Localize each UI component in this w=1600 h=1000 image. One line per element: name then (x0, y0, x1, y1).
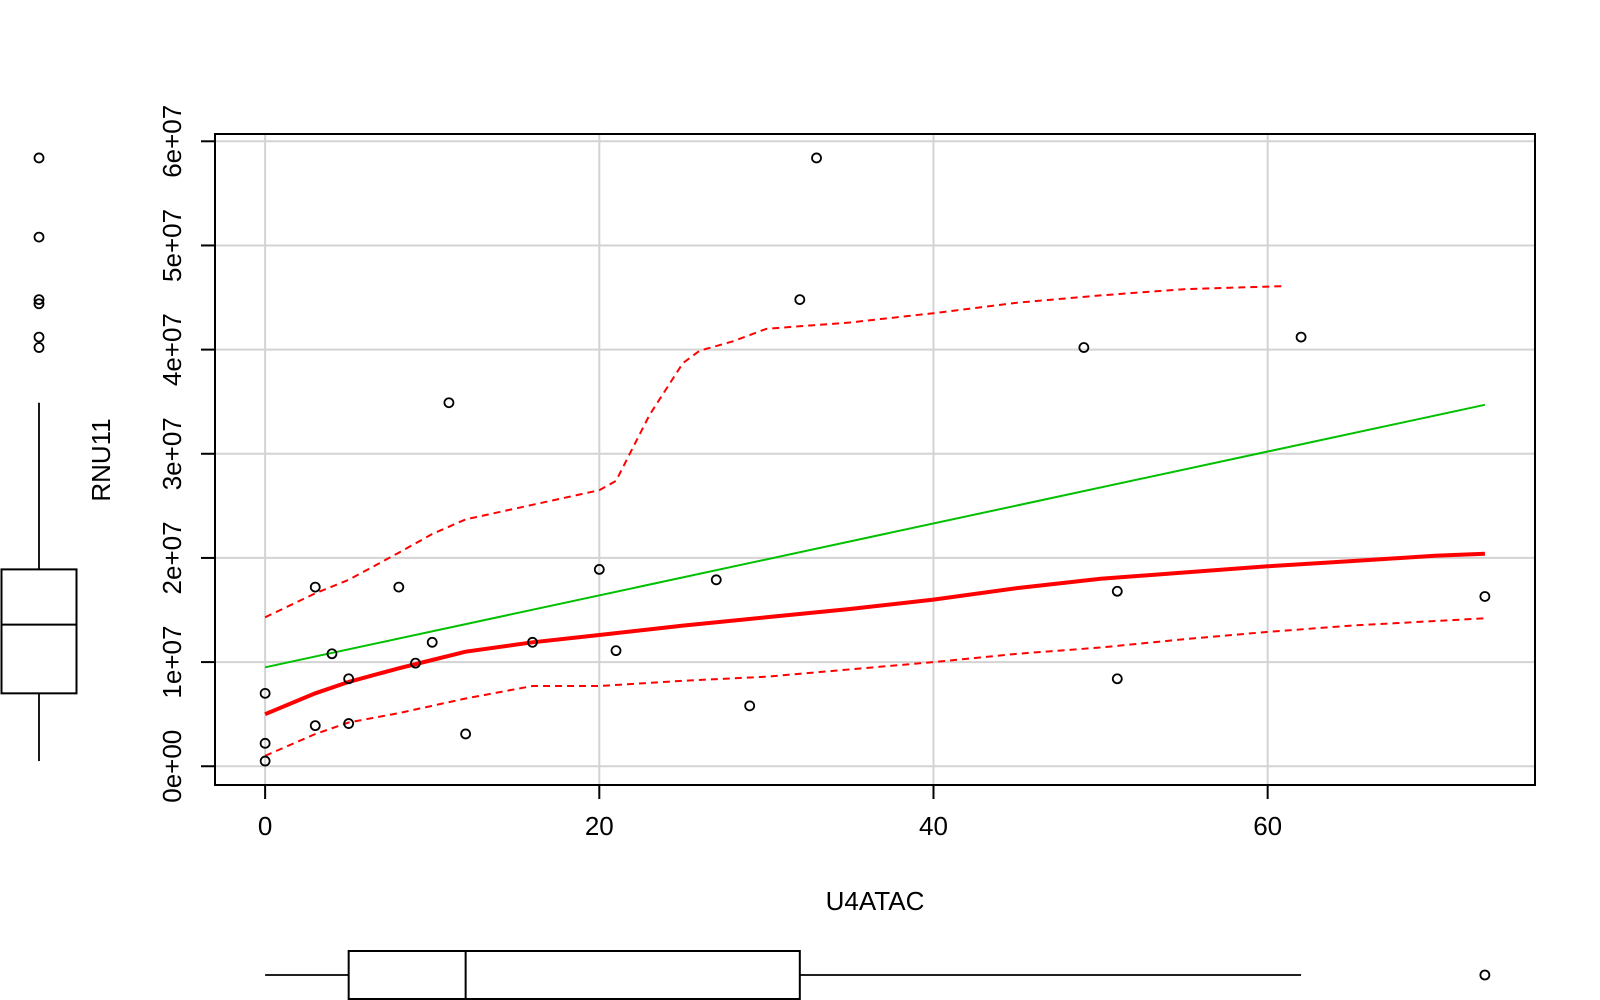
linear-fit-line (264, 403, 1486, 669)
y-boxplot-outlier (33, 294, 45, 306)
grid-lines (215, 134, 1535, 785)
x-axis-label: U4ATAC (826, 886, 925, 916)
data-point (443, 397, 455, 409)
data-point (309, 581, 321, 593)
upper-spread-line (264, 285, 1285, 619)
axes: 0 20 40 60 0e+00 1e+07 2e+07 3e+07 4e+07 5e+07 6e+… (157, 105, 1282, 841)
y-boxplot-outlier (33, 152, 45, 164)
data-point (1479, 591, 1491, 602)
data-point (1295, 331, 1307, 343)
y-tick-label: 1e+07 (157, 626, 187, 699)
y-tick-label: 0e+00 (157, 730, 187, 803)
y-tick-label: 5e+07 (157, 209, 187, 282)
y-boxplot-outlier (33, 342, 45, 353)
marginal-boxplots (0, 152, 1491, 1000)
data-point (393, 581, 405, 593)
data-point (610, 645, 622, 657)
data-point (343, 718, 355, 729)
data-point (710, 574, 722, 586)
data-point (593, 563, 605, 575)
fit-lines (264, 285, 1486, 757)
data-point (811, 152, 822, 164)
data-point (259, 755, 271, 767)
data-point (309, 720, 321, 732)
data-point (259, 687, 271, 699)
data-point (1111, 585, 1123, 597)
y-tick-label: 2e+07 (157, 521, 187, 594)
lower-spread-line (264, 617, 1485, 757)
x-tick-label: 40 (919, 811, 948, 841)
data-point (794, 294, 806, 306)
data-point (744, 700, 756, 712)
data-point (410, 657, 421, 669)
x-tick-label: 0 (258, 811, 272, 841)
x-boxplot-outlier (1479, 969, 1491, 981)
data-point (527, 636, 538, 648)
y-boxplot-outlier (33, 298, 45, 310)
data-point (1078, 342, 1090, 353)
y-boxplot-outlier (33, 231, 45, 243)
y-boxplot-outlier (33, 331, 45, 343)
y-axis-label: RNU11 (86, 418, 116, 501)
data-point (1111, 673, 1123, 685)
data-point (343, 673, 355, 685)
data-points (259, 152, 1491, 767)
data-point (326, 648, 338, 660)
plot-frame (214, 133, 1536, 786)
data-point (460, 728, 472, 740)
y-tick-label: 4e+07 (157, 313, 187, 386)
y-tick-label: 6e+07 (157, 105, 187, 178)
data-point (426, 636, 438, 648)
y-boxplot-box (0, 568, 78, 695)
data-point (259, 737, 271, 749)
x-boxplot-box (347, 950, 801, 1000)
y-tick-label: 3e+07 (157, 417, 187, 490)
x-tick-label: 60 (1253, 811, 1282, 841)
x-tick-label: 20 (585, 811, 614, 841)
smooth-fit-line (264, 551, 1485, 717)
